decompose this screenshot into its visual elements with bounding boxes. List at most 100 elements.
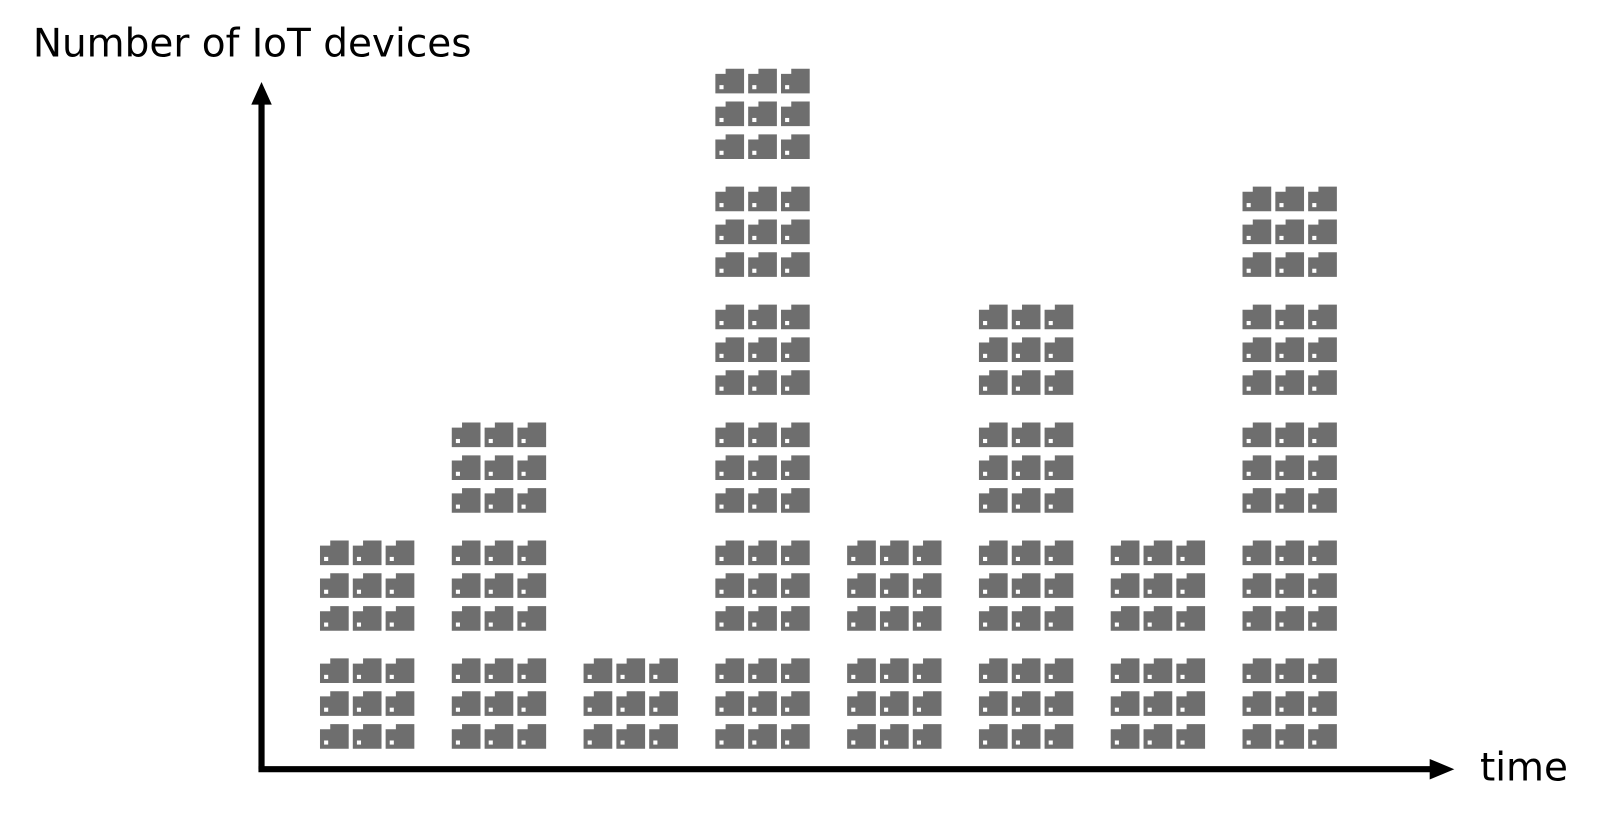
- device-icon-dot: [356, 589, 362, 594]
- device-icon-dot: [719, 740, 724, 745]
- device-icon: [1308, 455, 1337, 480]
- device-icon: [715, 606, 745, 631]
- device-icon: [1044, 724, 1074, 749]
- device-icon-dot: [587, 674, 592, 679]
- device-icon: [715, 724, 745, 749]
- device-icon: [352, 540, 382, 566]
- device-icon: [978, 606, 1008, 631]
- device-icon-dot: [785, 471, 790, 476]
- device-icon: [1275, 186, 1305, 212]
- device-icon-dot: [1279, 740, 1284, 745]
- device-icon-dot: [983, 471, 988, 476]
- device-icon-dot: [752, 740, 757, 745]
- device-icon-dot: [916, 674, 921, 679]
- device-icon: [1275, 691, 1305, 716]
- device-icon-dot: [1312, 203, 1317, 208]
- device-icon-dot: [884, 622, 889, 627]
- device-icon: [780, 455, 810, 480]
- device-icon-dot: [851, 622, 856, 627]
- device-icon: [451, 724, 481, 749]
- device-icon: [583, 724, 613, 749]
- device-icon: [715, 573, 745, 598]
- device-icon: [1275, 252, 1305, 277]
- device-icon: [1275, 540, 1305, 566]
- device-icon-dot: [488, 589, 493, 594]
- device-icon-dot: [785, 235, 790, 240]
- device-icon: [715, 691, 745, 716]
- device-icon: [319, 606, 349, 631]
- device-icon: [780, 658, 810, 684]
- device-icon-dot: [1048, 556, 1053, 562]
- device-icon: [1176, 606, 1206, 631]
- device-icon-dot: [851, 740, 856, 745]
- device-icon: [319, 691, 349, 716]
- device-icon: [1242, 724, 1272, 749]
- device-icon: [847, 606, 876, 631]
- device-icon-dot: [1048, 471, 1053, 476]
- device-icon-dot: [1147, 707, 1152, 712]
- device-icon: [780, 304, 810, 330]
- device-icon: [780, 252, 810, 277]
- device-icon-dot: [752, 321, 757, 326]
- device-icon: [1275, 337, 1305, 363]
- device-icon-dot: [1246, 203, 1251, 208]
- column: [847, 540, 942, 749]
- device-icon-dot: [1015, 589, 1020, 594]
- device-icon-dot: [752, 150, 757, 155]
- device-icon: [748, 370, 777, 395]
- device-icon-dot: [1312, 235, 1317, 240]
- device-icon: [715, 252, 745, 277]
- device-icon: [517, 422, 547, 448]
- device-icon: [1143, 573, 1173, 598]
- device-icon-dot: [785, 85, 790, 90]
- device-icon: [912, 573, 942, 598]
- device-icon-dot: [356, 707, 362, 712]
- device-icon: [1242, 370, 1272, 395]
- device-icon: [847, 691, 876, 716]
- device-icon-dot: [719, 438, 724, 444]
- device-icon: [1308, 219, 1337, 245]
- device-icon-dot: [521, 471, 526, 476]
- device-icon: [352, 606, 382, 631]
- device-icon: [1242, 691, 1272, 716]
- device-icon-dot: [1246, 504, 1251, 509]
- device-icon-dot: [752, 471, 757, 476]
- device-icon: [847, 540, 876, 566]
- device-icon: [978, 724, 1008, 749]
- device-icon: [1044, 573, 1074, 598]
- device-icon: [1011, 573, 1041, 598]
- device-icon: [451, 606, 481, 631]
- device-icon: [451, 540, 481, 566]
- device-icon: [715, 658, 745, 684]
- column: [1242, 186, 1337, 749]
- device-icon-dot: [916, 589, 921, 594]
- device-icon-dot: [521, 504, 526, 509]
- device-icon-dot: [488, 556, 493, 562]
- device-icon: [1143, 691, 1173, 716]
- device-icon-dot: [1246, 386, 1251, 391]
- device-icon-dot: [521, 556, 526, 562]
- device-icon: [978, 540, 1008, 566]
- device-icon: [352, 724, 382, 749]
- device-icon-dot: [1279, 471, 1284, 476]
- device-icon: [715, 304, 745, 330]
- device-icon-dot: [884, 556, 889, 562]
- device-icon-dot: [1312, 471, 1317, 476]
- device-icon-dot: [785, 150, 790, 155]
- device-icon-dot: [884, 707, 889, 712]
- device-icon: [748, 658, 777, 684]
- device-icon-dot: [1312, 438, 1317, 444]
- device-icon: [649, 691, 678, 716]
- device-icon: [517, 606, 547, 631]
- device-icon: [978, 370, 1008, 395]
- device-icon: [847, 724, 876, 749]
- y-axis-arrow: [251, 82, 272, 105]
- device-icon-dot: [1180, 589, 1185, 594]
- device-icon-dot: [1015, 707, 1020, 712]
- device-icon: [1011, 370, 1041, 395]
- device-icon-dot: [1312, 268, 1317, 273]
- device-icon-dot: [884, 740, 889, 745]
- device-icon: [748, 691, 777, 716]
- device-icon: [1110, 691, 1140, 716]
- device-icon-dot: [587, 707, 592, 712]
